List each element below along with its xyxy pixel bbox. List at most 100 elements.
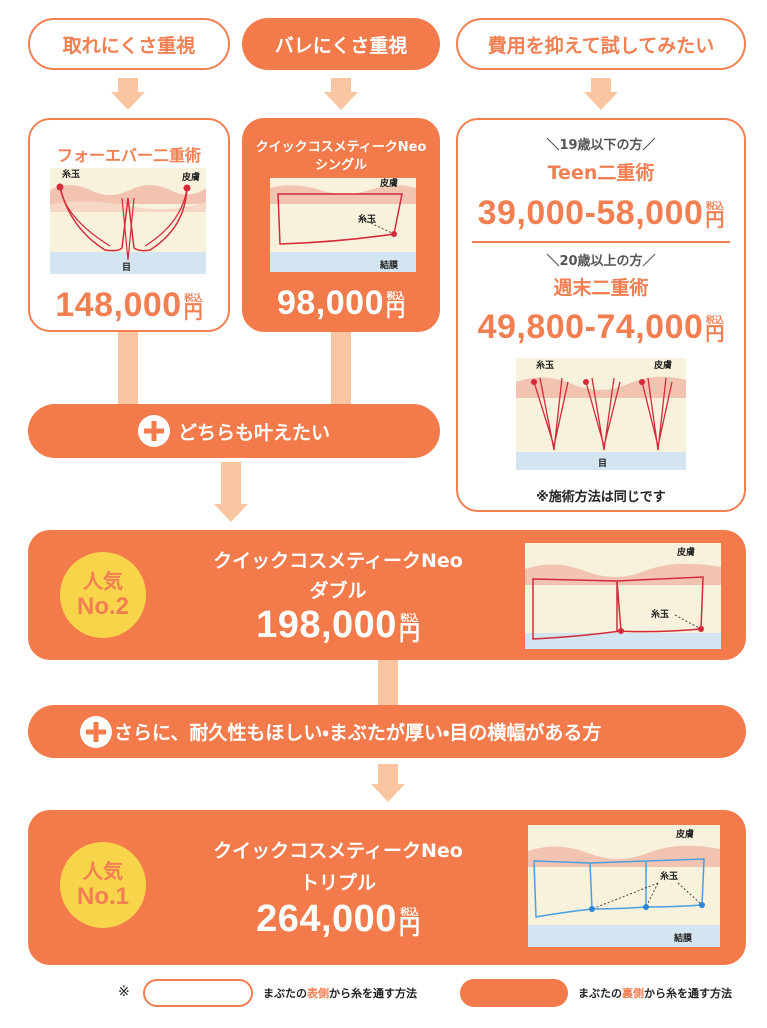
currency: 円 <box>398 622 420 645</box>
plan-variant: トリプル <box>299 872 376 894</box>
rank-badge: 人気 No.1 <box>60 842 146 928</box>
currency: 円 <box>705 210 725 231</box>
illustration-label: 皮膚 <box>675 828 694 840</box>
badge-text: 人気 <box>83 858 123 883</box>
illustration: 皮膚 糸玉 結膜 <box>528 825 720 947</box>
divider <box>472 241 730 243</box>
legend-text: まぶたの <box>578 987 622 1000</box>
plan-variant: ダブル <box>309 580 367 602</box>
plus-icon <box>80 715 112 748</box>
illustration: 皮膚 糸玉 結膜 <box>270 178 416 272</box>
badge-text: No.2 <box>76 592 129 620</box>
tax-label: 税込 <box>400 907 419 917</box>
illustration-label: 糸玉 <box>536 359 554 371</box>
plan-card: フォーエバー二重術 糸玉 皮膚 目 148,000 税込円 <box>28 118 230 332</box>
illustration-label: 目 <box>122 262 131 273</box>
plan-audience: ＼20歳以上の方／ <box>546 254 656 269</box>
badge-text: 人気 <box>83 568 123 593</box>
connector <box>331 332 351 404</box>
arrow <box>214 504 248 522</box>
price: 49,800-74,000 税込円 <box>458 310 744 344</box>
price: 98,000 税込円 <box>242 286 440 320</box>
illustration-label: 結膜 <box>673 932 693 944</box>
price-amount: 198,000 <box>256 604 397 646</box>
legend-swatch <box>460 979 568 1007</box>
plus-icon <box>137 415 170 447</box>
illustration-label: 糸玉 <box>651 608 669 620</box>
condition-bar: どちらも叶えたい <box>28 404 440 458</box>
illustration-label: 皮膚 <box>379 178 398 189</box>
badge-text: No.1 <box>76 882 129 910</box>
tax-label: 税込 <box>400 613 419 623</box>
illustration: 糸玉 皮膚 目 <box>516 358 686 470</box>
plan-audience: ＼19歳以下の方／ <box>546 138 656 153</box>
illustration: 糸玉 皮膚 目 <box>50 168 206 274</box>
tax-label: 税込 <box>705 315 724 325</box>
price-amount: 49,800-74,000 <box>477 308 704 346</box>
price: 39,000-58,000 税込円 <box>458 196 744 230</box>
connector <box>118 332 138 404</box>
plan-card: 人気 No.1 クイックコスメティークNeo トリプル 264,000 税込円 皮… <box>28 810 746 965</box>
illustration-label: 皮膚 <box>676 546 695 558</box>
connector <box>378 660 398 705</box>
price-amount: 148,000 <box>55 286 182 324</box>
plan-title: クイックコスメティークNeo <box>213 840 463 862</box>
legend-text: から糸を通す方法 <box>644 987 732 1000</box>
plan-title: フォーエバー二重術 <box>56 146 201 165</box>
arrow-stem <box>221 462 241 506</box>
currency: 円 <box>183 302 203 323</box>
price-amount: 264,000 <box>256 898 397 940</box>
condition-text: どちらも叶えたい <box>177 421 330 444</box>
illustration-label: 目 <box>598 458 607 469</box>
price: 148,000 税込円 <box>30 288 228 322</box>
tax-label: 税込 <box>184 293 203 303</box>
currency: 円 <box>705 324 725 345</box>
rank-badge: 人気 No.2 <box>60 552 146 638</box>
price: 264,000 税込円 <box>178 900 498 938</box>
legend-text: まぶたの <box>263 987 307 1000</box>
legend-highlight: 表側 <box>307 987 329 1000</box>
illustration-label: 結膜 <box>379 259 399 271</box>
legend-swatch <box>143 979 253 1007</box>
plan-card: 人気 No.2 クイックコスメティークNeo ダブル 198,000 税込円 皮膚… <box>28 530 746 660</box>
arrow <box>584 92 618 110</box>
currency: 円 <box>385 300 405 321</box>
arrow-stem <box>331 78 351 92</box>
legend-text: まぶたの 裏側 から糸を通す方法 <box>578 985 732 1001</box>
price-amount: 98,000 <box>276 284 384 322</box>
arrow <box>324 92 358 110</box>
plan-title: クイックコスメティークNeo <box>213 550 463 572</box>
plan-card: クイックコスメティークNeo シングル 皮膚 糸玉 結膜 98,000 税込円 <box>242 118 440 332</box>
condition-bar: さらに、耐久性もほしい・まぶたが厚い・目の横幅がある方 <box>28 705 746 758</box>
tax-label: 税込 <box>386 291 405 301</box>
illustration-label: 糸玉 <box>358 213 376 225</box>
arrow <box>371 784 405 802</box>
illustration: 皮膚 糸玉 <box>525 543 721 649</box>
legend-mark: ※ <box>118 984 130 1000</box>
plan-title: Teen二重術 <box>547 162 655 184</box>
price: 198,000 税込円 <box>178 606 498 644</box>
arrow-stem <box>378 764 398 784</box>
legend-text: まぶたの 表側 から糸を通す方法 <box>263 985 417 1001</box>
legend-highlight: 裏側 <box>622 987 644 1000</box>
arrow <box>111 92 145 110</box>
condition-text: さらに、耐久性もほしい・まぶたが厚い・目の横幅がある方 <box>114 722 602 744</box>
note: ※施術方法は同じです <box>536 490 666 505</box>
legend-text: から糸を通す方法 <box>329 987 417 1000</box>
option-pill[interactable]: 費用を抑えて試してみたい <box>456 18 746 70</box>
price-amount: 39,000-58,000 <box>477 194 704 232</box>
illustration-label: 皮膚 <box>181 171 200 183</box>
tax-label: 税込 <box>705 201 724 211</box>
currency: 円 <box>398 916 420 939</box>
illustration-label: 糸玉 <box>62 168 80 180</box>
arrow-stem <box>591 78 611 92</box>
plan-variant: シングル <box>314 158 367 173</box>
plan-card: ＼19歳以下の方／ Teen二重術 39,000-58,000 税込円 ＼20歳… <box>456 118 746 512</box>
plan-title: クイックコスメティークNeo <box>255 140 427 155</box>
option-pill[interactable]: 取れにくさ重視 <box>28 18 230 70</box>
illustration-label: 糸玉 <box>660 870 678 882</box>
option-pill[interactable]: バレにくさ重視 <box>242 18 440 70</box>
illustration-label: 皮膚 <box>653 359 672 371</box>
plan-title: 週末二重術 <box>553 277 649 299</box>
